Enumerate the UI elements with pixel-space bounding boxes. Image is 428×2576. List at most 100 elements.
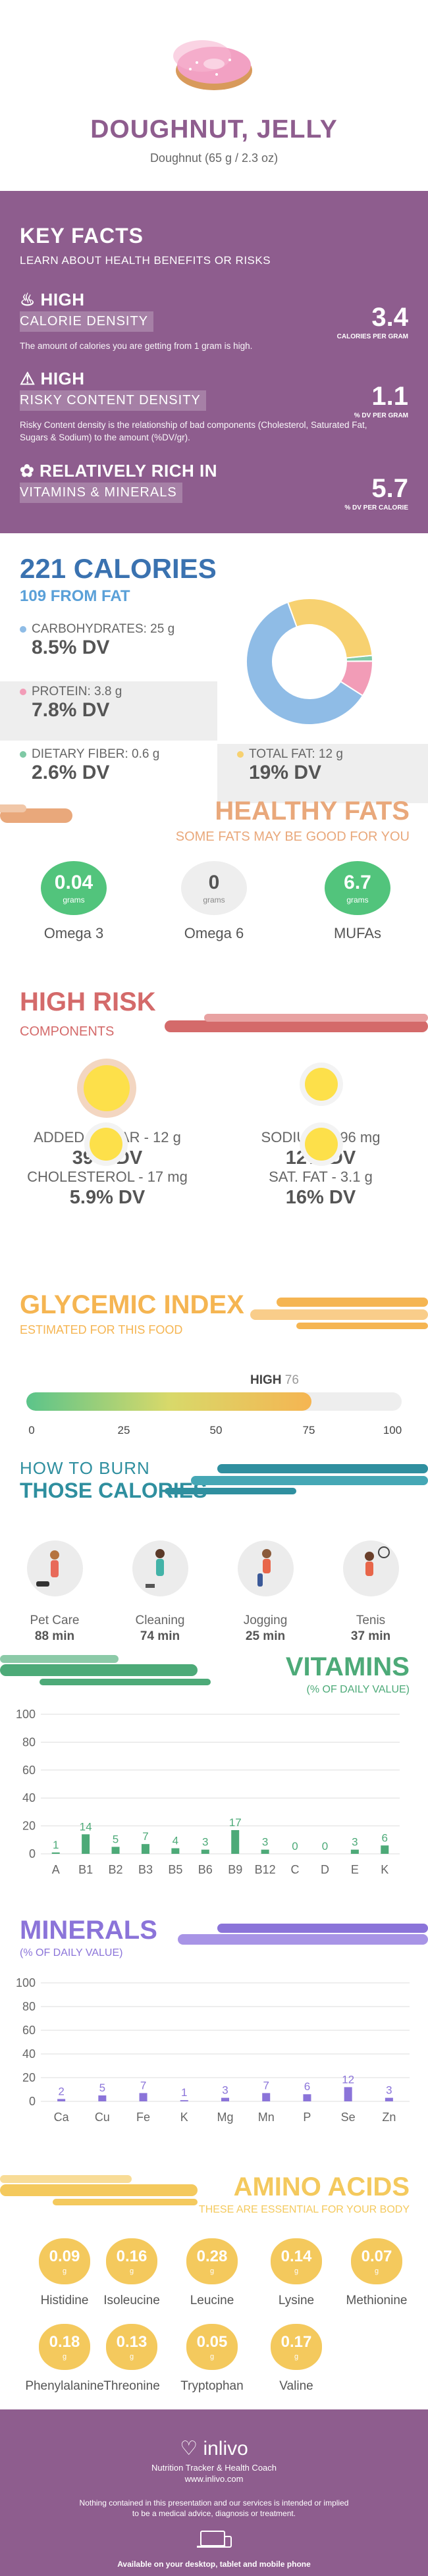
amino-section: AMINO ACIDS THESE ARE ESSENTIAL FOR YOUR… — [0, 2166, 428, 2409]
decor-stripes — [250, 1298, 428, 1329]
bar-value-label: 7 — [140, 2079, 146, 2091]
amino-unit: g — [129, 2267, 134, 2275]
decor-stripes — [0, 1655, 211, 1685]
dog-walking-icon — [26, 1540, 83, 1596]
glycemic-section: GLYCEMIC INDEX ESTIMATED FOR THIS FOOD H… — [0, 1284, 428, 1448]
amino-label: Tryptophan — [180, 2379, 244, 2393]
bar-value-label: 6 — [382, 1831, 388, 1844]
bar-value-label: 5 — [113, 1833, 119, 1845]
bar-value-label: 0 — [322, 1840, 328, 1853]
x-tick-label: B9 — [228, 1863, 242, 1876]
key-fact-label: CALORIE DENSITY — [20, 311, 154, 332]
bar-K — [381, 1845, 389, 1854]
bar-value-label: 14 — [80, 1820, 92, 1833]
nutrient-label: TOTAL FAT: 12 g — [249, 747, 343, 761]
y-tick-label: 40 — [22, 2047, 36, 2061]
carbohydrates-dot — [20, 626, 26, 633]
fat-unit: grams — [63, 895, 85, 905]
healthy-fats-section: HEALTHY FATS SOME FATS MAY BE GOOD FOR Y… — [0, 790, 428, 981]
amino-value: 0.18 — [49, 2333, 80, 2351]
y-tick-label: 60 — [22, 1764, 36, 1777]
high-risk-subtitle: COMPONENTS — [20, 1024, 115, 1039]
bar-value-label: 3 — [386, 2084, 392, 2097]
fat-unit: grams — [203, 895, 225, 905]
page-title: DOUGHNUT, JELLY — [90, 115, 338, 144]
burn-section: HOW TO BURN THOSE CALORIES Pet Care 88 m… — [0, 1448, 428, 1646]
amino-item: 0.13 g Threonine — [92, 2324, 171, 2394]
amino-label: Isoleucine — [103, 2294, 160, 2307]
amino-value: 0.17 — [281, 2333, 312, 2351]
x-tick-label: B3 — [138, 1863, 153, 1876]
calories-title: 221 CALORIES — [20, 553, 217, 584]
risk-dv: 16% DV — [285, 1187, 356, 1208]
nutrient-dv: 2.6% DV — [32, 762, 110, 783]
key-fact-desc: Risky Content density is the relationshi… — [20, 420, 367, 442]
x-tick-label: B12 — [255, 1863, 276, 1876]
x-tick-label: P — [303, 2111, 311, 2124]
decor-stripes — [0, 2175, 198, 2205]
burn-activity: Jogging — [243, 1614, 288, 1627]
key-facts-subtitle: LEARN ABOUT HEALTH BENEFITS OR RISKS — [20, 254, 271, 267]
runner-icon — [237, 1540, 294, 1596]
x-tick-label: B2 — [109, 1863, 123, 1876]
calories-section: 221 CALORIES 109 FROM FAT CARBOHYDRATES:… — [0, 533, 428, 810]
fat-unit: grams — [346, 895, 369, 905]
bar-B9 — [231, 1829, 240, 1854]
amino-badge: 0.28 g — [186, 2238, 238, 2284]
decor-stripes — [178, 1924, 428, 1945]
flame-icon: ♨ — [20, 290, 36, 309]
key-fact-level: HIGH — [40, 369, 85, 388]
mufa-blob: 6.7 grams — [325, 861, 390, 915]
amino-item: 0.17 g Valine — [257, 2324, 336, 2394]
amino-item: 0.09 g Histidine — [25, 2238, 104, 2308]
smiley-icon — [305, 1128, 338, 1161]
pie-slice-carbohydrates — [246, 601, 364, 725]
burn-pet-care: Pet Care 88 min — [15, 1540, 94, 1644]
amino-badge: 0.09 g — [39, 2238, 90, 2284]
x-tick-label: A — [52, 1863, 60, 1876]
nutrient-total-fat: TOTAL FAT: 12 g 19% DV — [237, 747, 343, 784]
y-tick-label: 0 — [29, 2095, 36, 2108]
smiley-icon — [90, 1128, 122, 1161]
risk-dv: 5.9% DV — [69, 1187, 146, 1208]
devices-icon — [0, 2530, 428, 2553]
amino-item: 0.16 g Isoleucine — [92, 2238, 171, 2308]
glycemic-subtitle: ESTIMATED FOR THIS FOOD — [20, 1323, 183, 1336]
amino-item: 0.05 g Tryptophan — [173, 2324, 252, 2394]
amino-label: Leucine — [190, 2294, 234, 2307]
x-tick-label: B1 — [78, 1863, 93, 1876]
bar-value-label: 4 — [173, 1835, 178, 1847]
minerals-section: MINERALS (% OF DAILY VALUE) 0 20 40 60 80 100… — [0, 1909, 428, 2166]
y-tick-label: 80 — [22, 1735, 36, 1748]
nutrient-label: CARBOHYDRATES: 25 g — [32, 622, 175, 636]
fiber-dot — [20, 751, 26, 758]
key-fact-unit: % DV PER CALORIE — [344, 504, 408, 512]
amino-label: Valine — [279, 2379, 313, 2393]
bar-value-label: 17 — [229, 1816, 242, 1829]
y-tick-label: 0 — [29, 1847, 36, 1860]
bar-Se — [344, 2087, 352, 2101]
nutrient-label: DIETARY FIBER: 0.6 g — [32, 747, 160, 761]
burn-jogging: Jogging 25 min — [226, 1540, 305, 1644]
nutrient-dv: 8.5% DV — [32, 637, 110, 658]
y-tick-label: 100 — [16, 1976, 36, 1989]
amino-badge: 0.18 g — [39, 2324, 90, 2370]
bar-B1 — [82, 1834, 90, 1854]
mufa-label: MUFAs — [333, 925, 382, 941]
burn-title-1: HOW TO BURN — [20, 1458, 150, 1478]
minerals-title: MINERALS — [20, 1916, 157, 1945]
burn-minutes: 74 min — [140, 1629, 180, 1643]
amino-badge: 0.13 g — [106, 2324, 157, 2370]
glycemic-tick: 100 — [383, 1424, 402, 1436]
omega3-label: Omega 3 — [43, 925, 104, 941]
x-tick-label: K — [180, 2111, 188, 2124]
omega6-label: Omega 6 — [184, 925, 244, 941]
amino-badge: 0.05 g — [186, 2324, 238, 2370]
amino-value: 0.16 — [116, 2247, 147, 2265]
x-tick-label: B5 — [168, 1863, 182, 1876]
smiley-icon — [305, 1068, 338, 1101]
nutrient-dv: 7.8% DV — [32, 699, 110, 721]
bar-E — [350, 1849, 359, 1854]
key-fact-unit: CALORIES PER GRAM — [336, 333, 408, 340]
amino-item: 0.14 g Lysine — [257, 2238, 336, 2308]
